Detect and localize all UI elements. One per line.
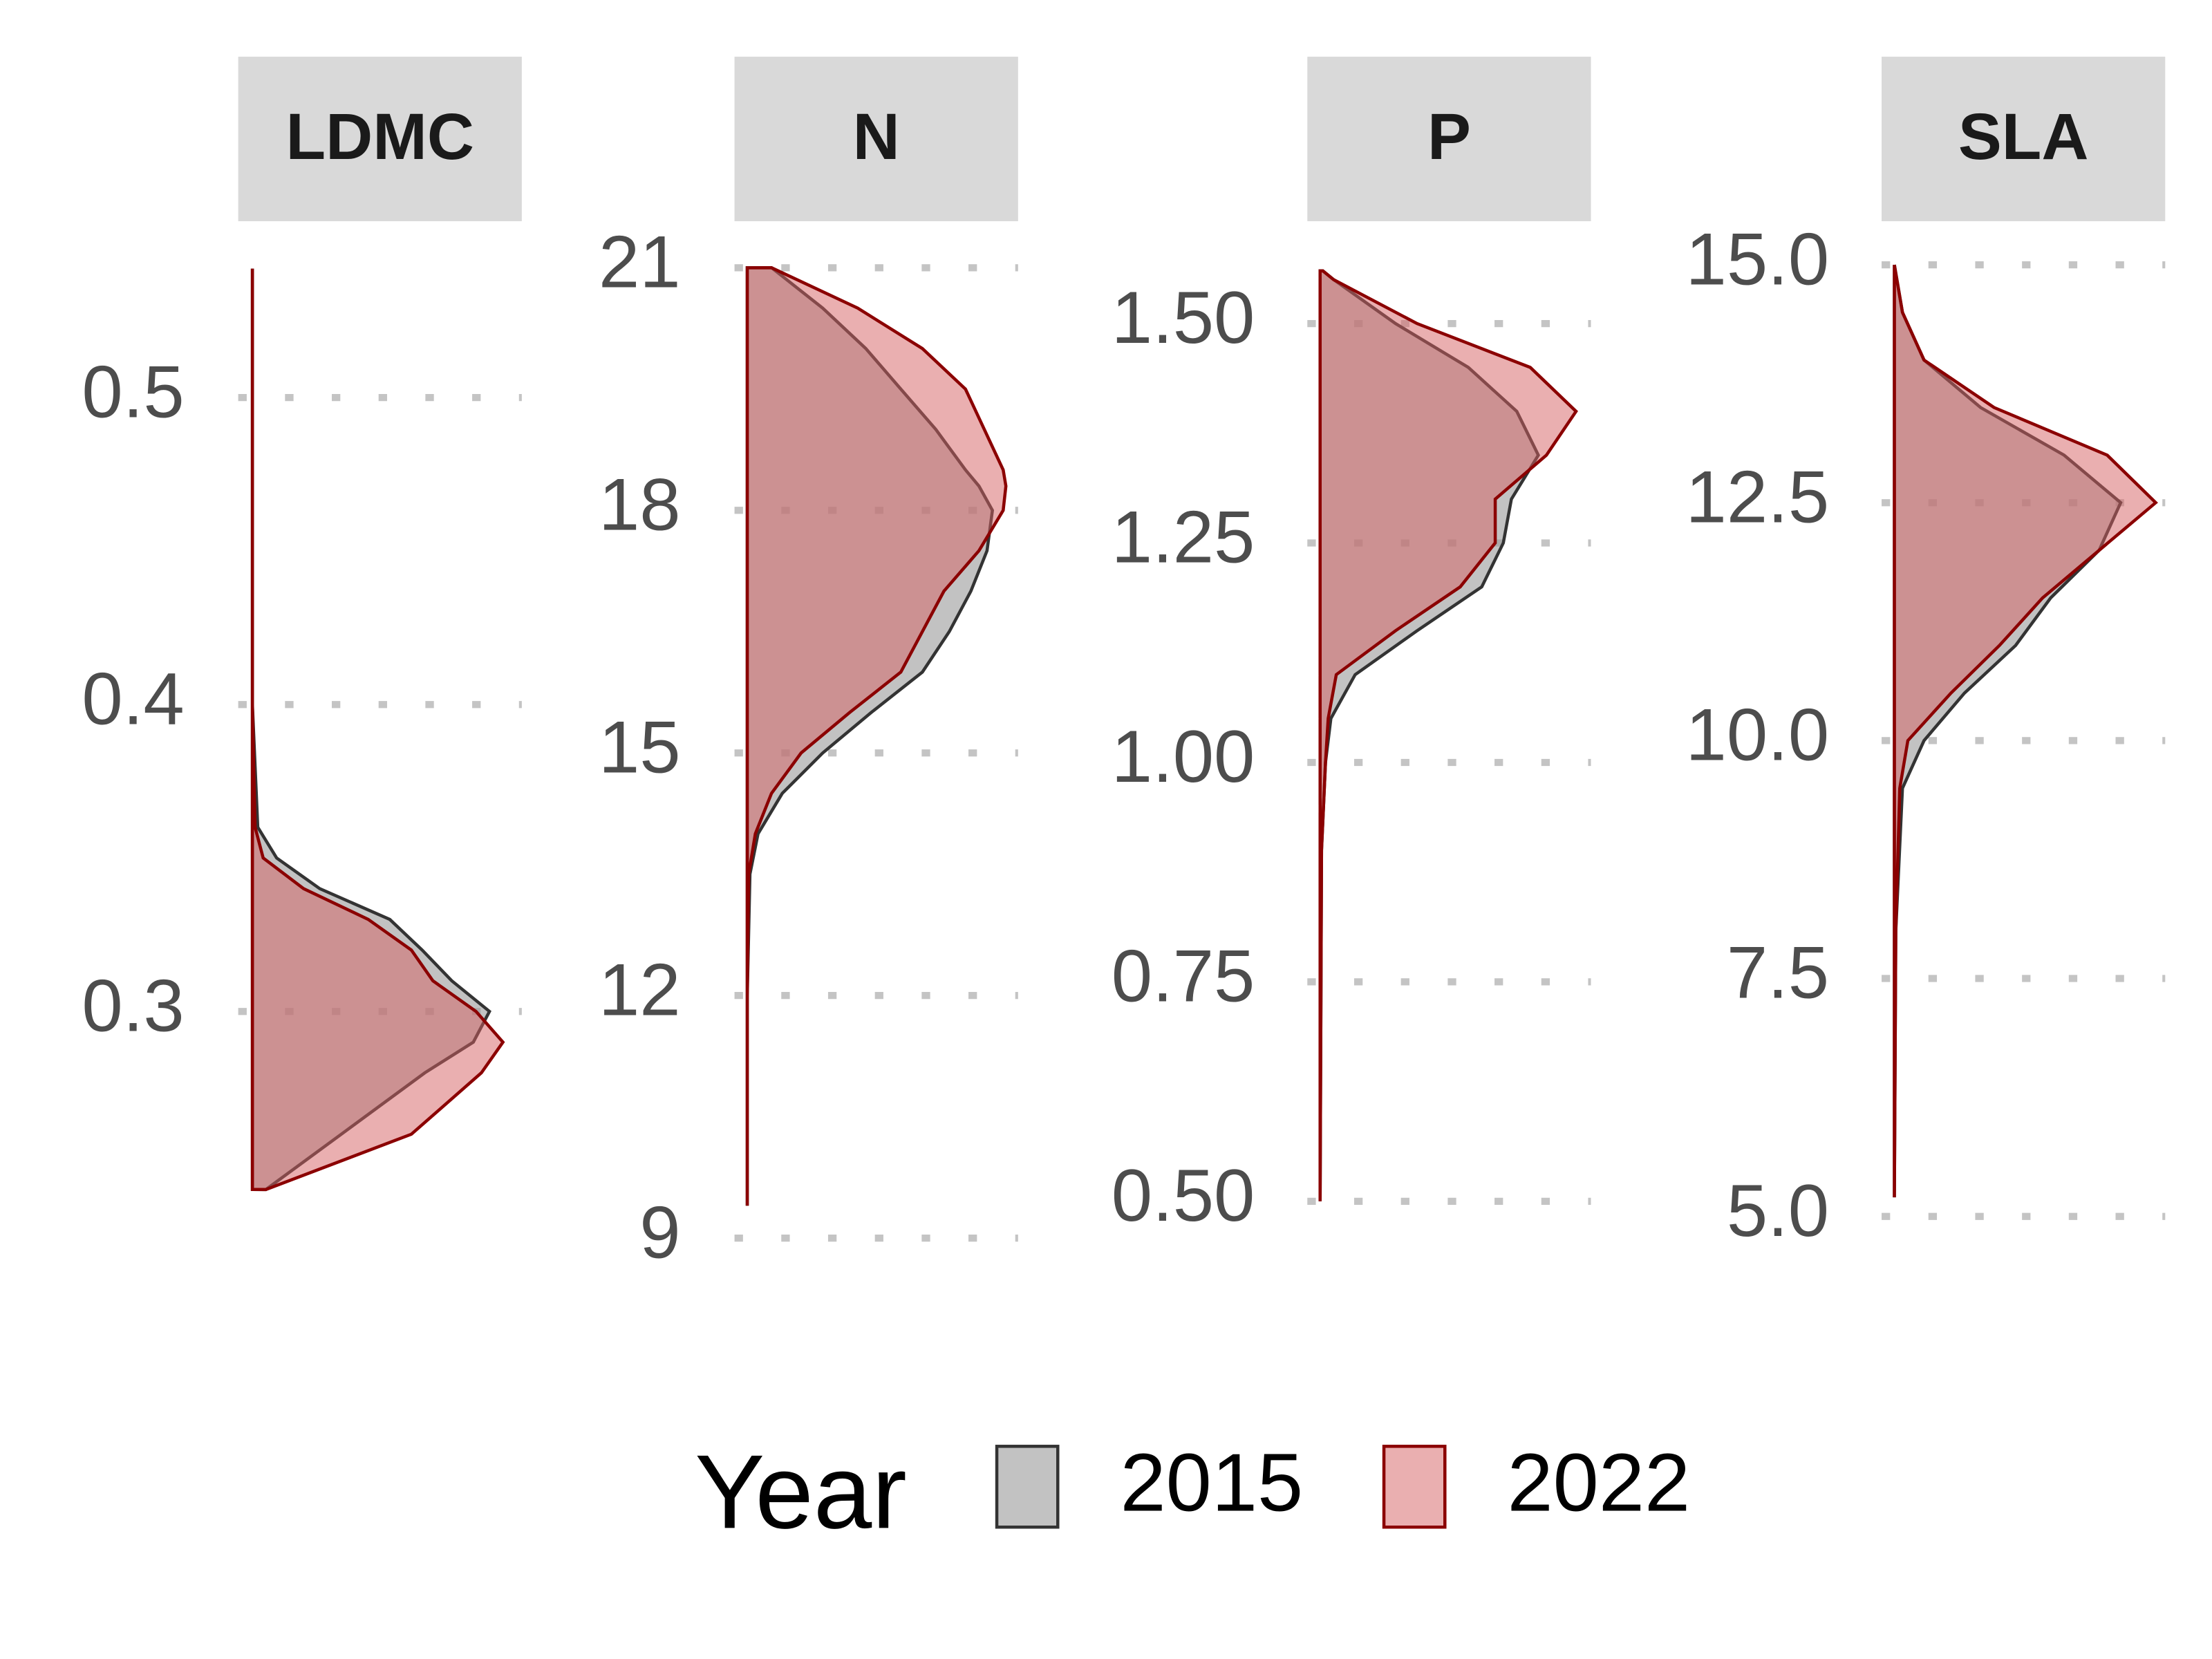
y-tick-label: 0.3: [82, 964, 184, 1047]
y-tick-label: 9: [639, 1190, 680, 1273]
y-tick-label: 5.0: [1727, 1169, 1829, 1252]
strip-label: N: [853, 100, 900, 173]
legend-title: Year: [695, 1434, 907, 1550]
strip-label: SLA: [1958, 100, 2089, 173]
y-tick-label: 12: [599, 948, 681, 1031]
y-tick-label: 21: [599, 220, 681, 303]
legend-swatch: [995, 1445, 1060, 1529]
y-tick-label: 10.0: [1686, 693, 1830, 776]
y-tick-label: 0.50: [1112, 1154, 1255, 1237]
density-area: [250, 268, 505, 1192]
strip-background: [734, 57, 1018, 221]
y-tick-label: 15: [599, 705, 681, 788]
legend-swatch: [1382, 1445, 1447, 1529]
y-tick-label: 0.75: [1112, 935, 1255, 1018]
strip-background: [238, 57, 522, 221]
strip-background: [1882, 57, 2166, 221]
y-tick-label: 1.00: [1112, 715, 1255, 798]
density-area: [1318, 269, 1578, 1201]
y-tick-label: 0.4: [82, 657, 184, 740]
density-area: [745, 266, 1008, 1206]
y-tick-label: 18: [599, 462, 681, 545]
y-tick-label: 0.5: [82, 350, 184, 433]
legend-label: 2022: [1508, 1436, 1691, 1528]
strip-label: P: [1427, 100, 1471, 173]
y-tick-label: 15.0: [1686, 217, 1830, 300]
strip-label: LDMC: [286, 100, 474, 173]
y-tick-label: 7.5: [1727, 931, 1829, 1014]
legend-label: 2015: [1121, 1436, 1304, 1528]
strip-background: [1307, 57, 1591, 221]
y-tick-label: 12.5: [1686, 455, 1830, 538]
y-tick-label: 1.50: [1112, 276, 1255, 359]
density-area: [1893, 264, 2158, 1198]
y-tick-label: 1.25: [1112, 496, 1255, 579]
